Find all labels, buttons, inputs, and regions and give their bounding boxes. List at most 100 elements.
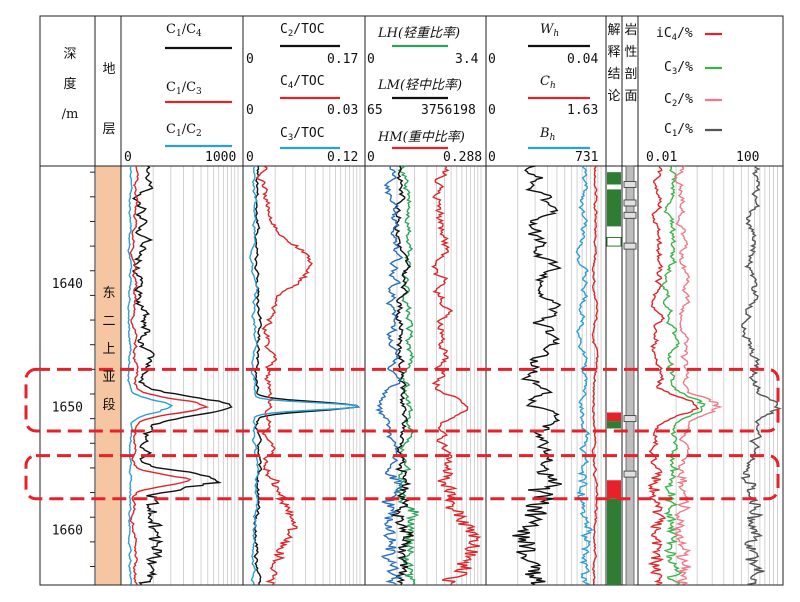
curve-t1-2 — [127, 165, 174, 585]
t4-label-wh: Wh — [540, 22, 560, 39]
t2-scale-2-min: 0 — [246, 150, 254, 165]
curve-t6-1 — [661, 165, 706, 586]
depth-header-char: /m — [61, 107, 79, 122]
curve-t6-2 — [672, 165, 723, 586]
t3-scale-1-max: 3756198 — [421, 103, 476, 118]
t2-scale-1-max: 0.03 — [327, 103, 359, 118]
t1-label-c1c4: C1/C4 — [166, 22, 202, 39]
depth-header-char: 深 — [63, 47, 77, 62]
lithology-header-char: 性 — [624, 45, 638, 60]
t4-scale-0-max: 0.04 — [567, 52, 599, 67]
t4-scale-1-max: 1.63 — [567, 103, 599, 118]
formation-name-char: 二 — [102, 314, 116, 329]
formation-header: 地 层 — [101, 40, 117, 160]
t2-scale-0-max: 0.17 — [327, 52, 359, 67]
interpretation-block — [607, 421, 621, 429]
t4-label-ch: Ch — [540, 74, 556, 91]
lithology-column — [625, 165, 635, 586]
lithology-marker — [623, 242, 637, 250]
t6-scale-min: 0.01 — [646, 150, 678, 165]
t1-label-c1c3: C1/C3 — [166, 80, 202, 97]
chart-frame — [39, 15, 784, 586]
curve-t1-0 — [131, 165, 233, 586]
interpretation-header: 解 释 结 论 — [606, 20, 622, 108]
t6-label-ic4: iC4/% — [656, 26, 693, 43]
curve-t4-1 — [591, 165, 599, 585]
curve-t3-2 — [431, 165, 482, 585]
highlight-zone — [24, 454, 780, 501]
lithology-header-char: 面 — [624, 89, 638, 104]
t2-scale-2-max: 0.12 — [327, 150, 359, 165]
t4-scale-2-min: 0 — [488, 150, 496, 165]
curve-t6-3 — [740, 165, 782, 586]
t2-label-c2toc: C2/TOC — [280, 22, 325, 39]
highlight-zone — [24, 367, 780, 433]
interpretation-header-char: 释 — [607, 45, 621, 60]
t1-scale-max: 1000 — [205, 150, 237, 165]
interpretation-block — [607, 498, 621, 585]
interpretation-header-char: 结 — [607, 67, 621, 82]
formation-name: 东 二 上 亚 段 — [101, 280, 117, 420]
depth-tick-label: 1640 — [52, 277, 83, 292]
t4-scale-0-min: 0 — [488, 52, 496, 67]
t2-scale-0-min: 0 — [246, 52, 254, 67]
lithology-marker — [623, 211, 637, 219]
depth-tick-label: 1660 — [52, 524, 83, 539]
interpretation-block — [606, 236, 622, 247]
curve-t3-1 — [390, 165, 414, 585]
t2-label-c4toc: C4/TOC — [280, 74, 325, 91]
formation-name-char: 东 — [102, 286, 116, 301]
lithology-marker — [623, 415, 637, 423]
t6-label-c1: C1/% — [664, 122, 693, 139]
depth-header: 深 度 /m — [62, 40, 79, 130]
lithology-header: 岩 性 剖 面 — [623, 20, 639, 108]
interpretation-block — [607, 189, 621, 227]
formation-name-char: 上 — [102, 342, 116, 357]
t2-label-c3toc: C3/TOC — [280, 126, 325, 143]
t3-scale-2-min: 0 — [367, 150, 375, 165]
t4-scale-1-min: 0 — [488, 103, 496, 118]
depth-tick-label: 1650 — [52, 400, 83, 415]
t3-label-lm: LM(轻中比率) — [378, 78, 463, 93]
formation-band — [96, 166, 121, 585]
interpretation-block — [607, 480, 621, 499]
curve-t3-3 — [374, 165, 404, 586]
formation-header-char: 层 — [102, 122, 116, 137]
t1-scale-min: 0 — [124, 150, 132, 165]
t2-scale-1-min: 0 — [246, 103, 254, 118]
t3-scale-0-max: 3.4 — [455, 52, 479, 67]
formation-name-char: 亚 — [102, 370, 116, 385]
interpretation-header-char: 解 — [607, 23, 621, 38]
curve-t4-0 — [512, 165, 563, 586]
curve-t2-1 — [255, 165, 313, 585]
depth-header-char: 度 — [63, 77, 77, 92]
t6-label-c2: C2/% — [664, 92, 693, 109]
lithology-marker — [623, 199, 637, 207]
curve-t6-0 — [647, 165, 700, 586]
lithology-header-char: 剖 — [624, 67, 638, 82]
formation-name-char: 段 — [102, 398, 116, 413]
t6-label-c3: C3/% — [664, 60, 693, 77]
t6-scale-max: 100 — [736, 150, 760, 165]
t3-label-hm: HM(重中比率) — [378, 130, 465, 145]
lithology-header-char: 岩 — [624, 23, 638, 38]
t3-label-lh: LH(轻重比率) — [378, 26, 461, 41]
t3-scale-0-min: 0 — [367, 52, 375, 67]
interpretation-block — [607, 172, 621, 185]
t1-label-c1c2: C1/C2 — [166, 122, 202, 139]
t3-scale-2-max: 0.288 — [443, 150, 483, 165]
t4-scale-2-max: 731 — [575, 150, 599, 165]
interpretation-block — [607, 412, 621, 422]
interpretation-header-char: 论 — [607, 89, 621, 104]
curve-t1-1 — [129, 165, 210, 585]
lithology-marker — [623, 470, 637, 478]
t3-scale-1-min: 65 — [367, 103, 383, 118]
t4-label-bh: Bh — [540, 126, 556, 143]
curve-t4-2 — [575, 165, 594, 586]
curve-t3-0 — [393, 165, 420, 585]
curve-t2-2 — [249, 165, 360, 585]
lithology-marker — [623, 181, 637, 188]
formation-header-char: 地 — [102, 62, 116, 77]
